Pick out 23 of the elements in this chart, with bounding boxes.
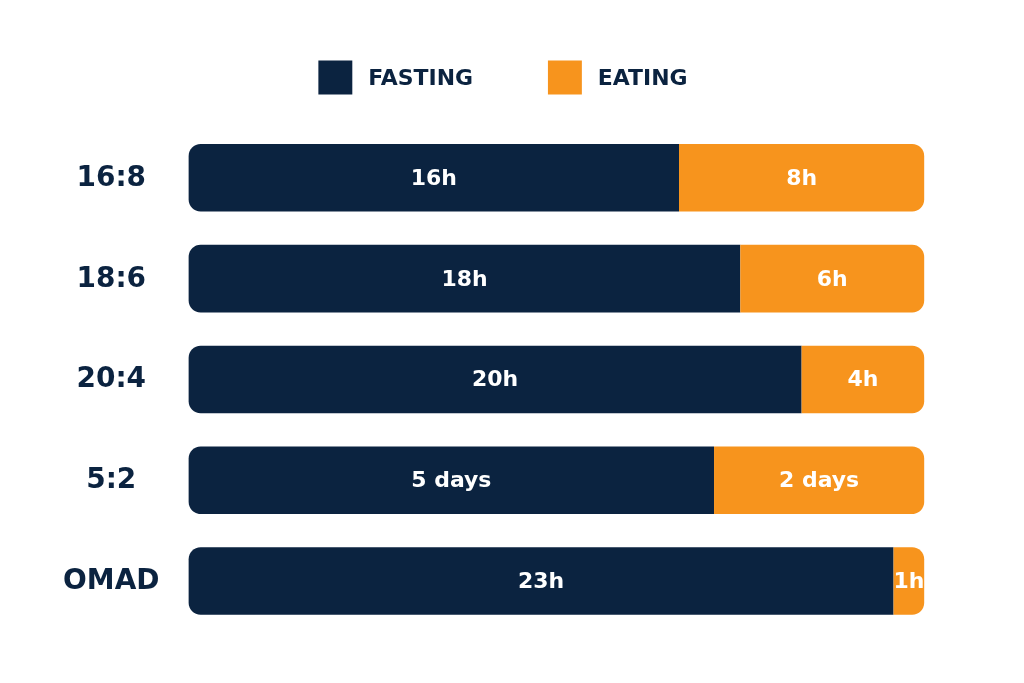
legend-label: EATING xyxy=(597,64,688,90)
data-label: 2 days xyxy=(779,467,860,493)
y-tick-label: 18:6 xyxy=(76,260,147,294)
data-label: 6h xyxy=(816,265,848,291)
data-label: 16h xyxy=(410,164,457,190)
data-label: 18h xyxy=(441,265,488,291)
bar xyxy=(188,144,680,212)
y-tick-label: 20:4 xyxy=(76,361,147,395)
y-tick-label: OMAD xyxy=(63,563,160,597)
data-label: 8h xyxy=(786,164,818,190)
bar xyxy=(740,244,925,313)
bar xyxy=(801,345,925,414)
data-label: 23h xyxy=(518,568,565,594)
bar xyxy=(188,244,741,313)
y-tick-label: 5:2 xyxy=(86,462,137,496)
data-label: 20h xyxy=(472,366,519,392)
bar xyxy=(188,345,802,414)
data-label: 5 days xyxy=(411,467,492,493)
data-label: 1h xyxy=(893,568,925,594)
data-label: 4h xyxy=(847,366,879,392)
legend-label: FASTING xyxy=(368,64,474,90)
bar xyxy=(679,144,925,212)
y-tick-label: 16:8 xyxy=(76,159,147,193)
